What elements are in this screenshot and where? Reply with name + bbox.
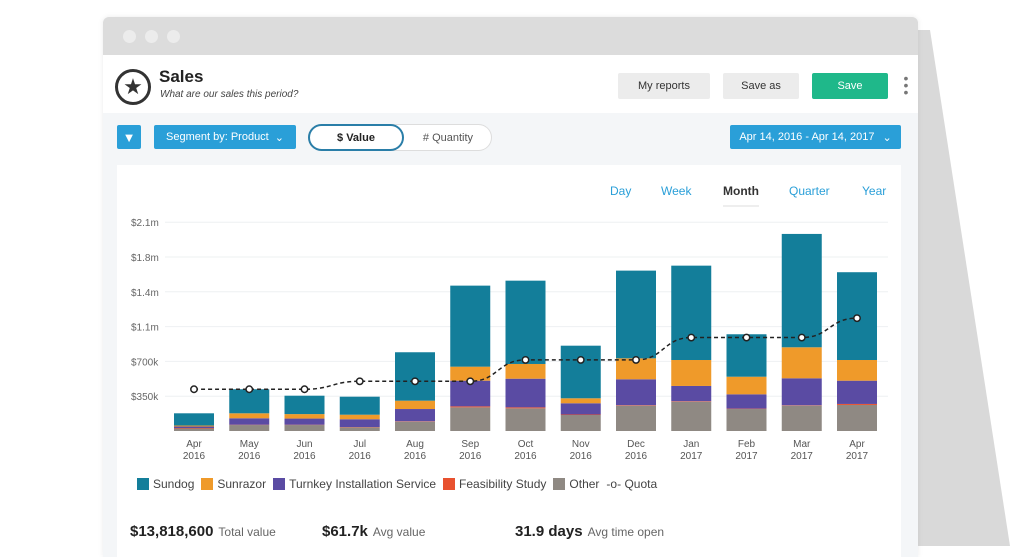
x-tick-label: 2017: [846, 451, 869, 462]
bar-segment-other[interactable]: [395, 422, 435, 431]
bar-segment-other[interactable]: [285, 425, 325, 431]
x-tick-label: Nov: [572, 439, 590, 450]
x-tick-label: 2016: [183, 451, 206, 462]
quota-point: [854, 315, 860, 321]
bar-segment-other[interactable]: [782, 406, 822, 431]
quota-point: [633, 357, 639, 363]
bar-segment-feasibility-study[interactable]: [837, 404, 877, 405]
bar-segment-sunrazor[interactable]: [727, 377, 767, 395]
bar-segment-sunrazor[interactable]: [561, 398, 601, 403]
bar-segment-other[interactable]: [727, 409, 767, 431]
x-tick-label: 2016: [349, 451, 372, 462]
x-tick-label: Dec: [627, 439, 645, 450]
x-tick-label: Feb: [738, 439, 756, 450]
x-tick-label: 2017: [791, 451, 814, 462]
bar-segment-sundog[interactable]: [506, 281, 546, 364]
y-tick-label: $700k: [131, 357, 159, 368]
x-tick-label: 2016: [514, 451, 537, 462]
bar-segment-sundog[interactable]: [340, 397, 380, 415]
bar-segment-sundog[interactable]: [285, 396, 325, 414]
bar-segment-turnkey-installation-service[interactable]: [506, 379, 546, 408]
bar-segment-sunrazor[interactable]: [174, 426, 214, 427]
x-tick-label: 2016: [570, 451, 593, 462]
bar-segment-other[interactable]: [671, 402, 711, 431]
bar-segment-other[interactable]: [229, 425, 269, 431]
bar-segment-feasibility-study[interactable]: [450, 406, 490, 407]
x-tick-label: Jan: [683, 439, 699, 450]
x-tick-label: 2016: [293, 451, 316, 462]
bar-segment-turnkey-installation-service[interactable]: [837, 381, 877, 404]
bar-segment-sunrazor[interactable]: [229, 413, 269, 418]
bar-segment-sundog[interactable]: [174, 413, 214, 425]
bar-segment-turnkey-installation-service[interactable]: [616, 379, 656, 405]
bar-segment-sunrazor[interactable]: [671, 360, 711, 386]
x-tick-label: 2016: [625, 451, 648, 462]
quota-point: [357, 378, 363, 384]
x-tick-label: May: [240, 439, 259, 450]
bar-segment-other[interactable]: [506, 408, 546, 431]
bar-segment-turnkey-installation-service[interactable]: [782, 378, 822, 405]
bar-segment-sundog[interactable]: [450, 286, 490, 367]
quota-point: [688, 334, 694, 340]
quota-point: [191, 386, 197, 392]
x-tick-label: Oct: [518, 439, 534, 450]
bar-segment-turnkey-installation-service[interactable]: [174, 427, 214, 428]
bar-segment-other[interactable]: [450, 407, 490, 431]
bar-segment-turnkey-installation-service[interactable]: [561, 403, 601, 414]
x-tick-label: Apr: [186, 439, 202, 450]
x-tick-label: Jun: [296, 439, 312, 450]
bar-segment-sundog[interactable]: [616, 271, 656, 359]
x-tick-label: Mar: [793, 439, 811, 450]
quota-point: [743, 334, 749, 340]
quota-point: [467, 378, 473, 384]
quota-point: [799, 334, 805, 340]
bar-segment-sunrazor[interactable]: [506, 364, 546, 379]
bar-segment-feasibility-study[interactable]: [506, 407, 546, 408]
x-tick-label: Apr: [849, 439, 865, 450]
y-tick-label: $1.8m: [131, 253, 159, 264]
y-tick-label: $1.1m: [131, 323, 159, 334]
bar-segment-other[interactable]: [616, 406, 656, 431]
bar-segment-other[interactable]: [340, 427, 380, 431]
y-tick-label: $350k: [131, 392, 159, 403]
x-tick-label: 2016: [404, 451, 427, 462]
bar-segment-sundog[interactable]: [561, 346, 601, 399]
bar-segment-sunrazor[interactable]: [285, 414, 325, 418]
x-tick-label: 2017: [735, 451, 758, 462]
x-tick-label: Sep: [461, 439, 479, 450]
bar-segment-sundog[interactable]: [671, 266, 711, 360]
bar-segment-sunrazor[interactable]: [782, 347, 822, 378]
bar-segment-turnkey-installation-service[interactable]: [229, 418, 269, 424]
quota-point: [301, 386, 307, 392]
bar-segment-sundog[interactable]: [395, 352, 435, 400]
quota-point: [412, 378, 418, 384]
quota-point: [246, 386, 252, 392]
bar-segment-other[interactable]: [561, 415, 601, 431]
bar-segment-other[interactable]: [837, 405, 877, 431]
quota-point: [578, 357, 584, 363]
x-tick-label: Aug: [406, 439, 424, 450]
bar-segment-turnkey-installation-service[interactable]: [340, 419, 380, 427]
bar-segment-other[interactable]: [174, 429, 214, 431]
y-tick-label: $1.4m: [131, 288, 159, 299]
x-tick-label: 2016: [459, 451, 482, 462]
quota-point: [522, 357, 528, 363]
x-tick-label: Jul: [353, 439, 366, 450]
y-tick-label: $2.1m: [131, 218, 159, 229]
bar-segment-turnkey-installation-service[interactable]: [671, 386, 711, 401]
bar-segment-turnkey-installation-service[interactable]: [285, 419, 325, 425]
x-tick-label: 2017: [680, 451, 703, 462]
bar-segment-turnkey-installation-service[interactable]: [395, 409, 435, 421]
bar-segment-sunrazor[interactable]: [837, 360, 877, 381]
bar-segment-sunrazor[interactable]: [395, 401, 435, 409]
bar-segment-sundog[interactable]: [782, 234, 822, 347]
x-tick-label: 2016: [238, 451, 261, 462]
bar-segment-turnkey-installation-service[interactable]: [727, 394, 767, 408]
bar-segment-sunrazor[interactable]: [340, 415, 380, 420]
